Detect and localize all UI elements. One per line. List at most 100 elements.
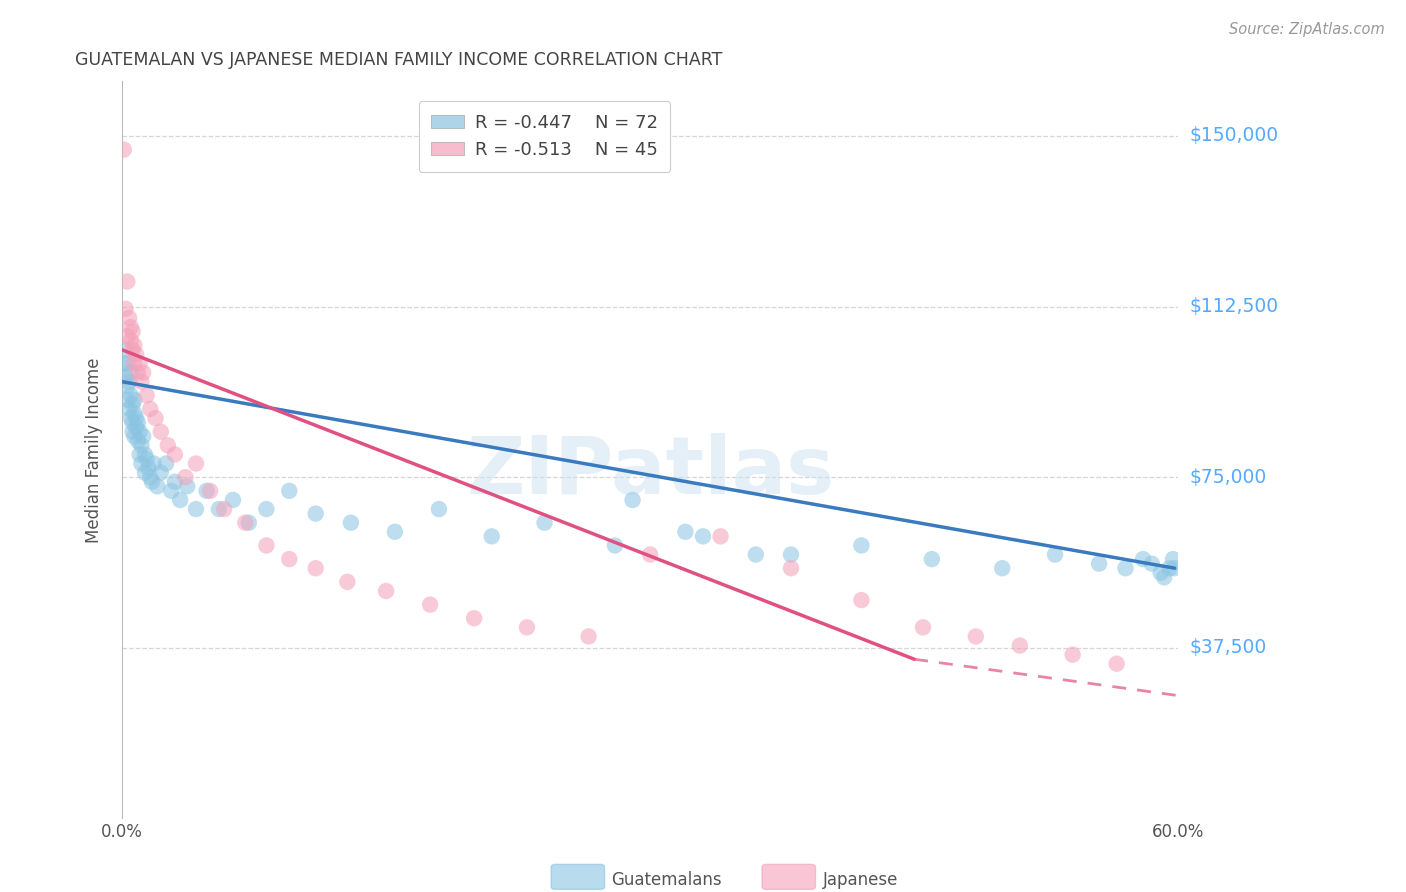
Point: [198, 483, 221, 498]
Point: [124, 407, 146, 421]
Point: [533, 516, 555, 530]
Point: [132, 429, 155, 443]
Point: [117, 356, 139, 370]
Point: [638, 548, 661, 562]
Point: [238, 516, 260, 530]
Point: [121, 343, 143, 357]
Point: [120, 320, 142, 334]
Point: [114, 370, 136, 384]
Point: [1150, 566, 1173, 580]
Point: [117, 275, 139, 289]
Point: [336, 574, 359, 589]
Point: [163, 447, 186, 461]
Point: [174, 470, 197, 484]
Point: [1114, 561, 1136, 575]
Point: [780, 561, 803, 575]
Point: [851, 593, 873, 607]
Legend: R = -0.447    N = 72, R = -0.513    N = 45: R = -0.447 N = 72, R = -0.513 N = 45: [419, 102, 671, 172]
Point: [141, 475, 163, 489]
Text: $37,500: $37,500: [1189, 639, 1267, 657]
Point: [1140, 557, 1163, 571]
Point: [419, 598, 441, 612]
Point: [621, 492, 644, 507]
Point: [121, 325, 143, 339]
Point: [692, 529, 714, 543]
Point: [516, 620, 538, 634]
Point: [118, 401, 141, 416]
Y-axis label: Median Family Income: Median Family Income: [86, 357, 103, 542]
Point: [145, 411, 167, 425]
Point: [139, 470, 162, 484]
Point: [278, 552, 301, 566]
Point: [851, 538, 873, 552]
Point: [121, 425, 143, 439]
Point: [117, 392, 139, 407]
Point: [127, 416, 149, 430]
Point: [1161, 552, 1184, 566]
Point: [131, 375, 153, 389]
Point: [212, 502, 235, 516]
Point: [160, 483, 183, 498]
Text: $75,000: $75,000: [1189, 467, 1267, 487]
Text: ZIPatlas: ZIPatlas: [465, 433, 834, 511]
Point: [1008, 639, 1031, 653]
Point: [991, 561, 1014, 575]
Point: [155, 457, 177, 471]
Point: [125, 411, 148, 425]
Point: [134, 466, 156, 480]
Point: [278, 483, 301, 498]
Point: [125, 420, 148, 434]
Point: [780, 548, 803, 562]
Point: [195, 483, 218, 498]
Point: [1159, 561, 1181, 575]
Point: [128, 356, 150, 370]
Point: [1153, 570, 1175, 584]
Point: [1043, 548, 1066, 562]
Point: [120, 334, 142, 348]
Point: [427, 502, 450, 516]
Point: [114, 343, 136, 357]
Text: Guatemalans: Guatemalans: [612, 871, 723, 889]
Point: [1132, 552, 1154, 566]
Text: Japanese: Japanese: [823, 871, 898, 889]
Point: [169, 492, 191, 507]
Point: [121, 397, 143, 411]
Point: [305, 507, 328, 521]
Point: [911, 620, 934, 634]
Point: [118, 310, 141, 325]
Point: [222, 492, 245, 507]
Point: [965, 630, 987, 644]
Point: [1164, 561, 1187, 575]
Point: [135, 388, 157, 402]
Point: [131, 457, 153, 471]
Point: [1062, 648, 1084, 662]
Point: [184, 502, 207, 516]
Point: [305, 561, 328, 575]
Point: [1105, 657, 1128, 671]
Point: [603, 538, 626, 552]
Point: [131, 438, 153, 452]
Point: [112, 356, 135, 370]
Point: [176, 479, 198, 493]
Point: [114, 301, 136, 316]
Text: GUATEMALAN VS JAPANESE MEDIAN FAMILY INCOME CORRELATION CHART: GUATEMALAN VS JAPANESE MEDIAN FAMILY INC…: [75, 51, 721, 69]
Point: [578, 630, 600, 644]
Point: [128, 425, 150, 439]
Point: [124, 429, 146, 443]
Point: [127, 366, 149, 380]
Point: [134, 447, 156, 461]
Point: [117, 379, 139, 393]
Point: [184, 457, 207, 471]
Point: [163, 475, 186, 489]
Point: [710, 529, 733, 543]
Point: [254, 502, 277, 516]
Point: [146, 479, 169, 493]
Point: [124, 392, 146, 407]
Point: [120, 411, 142, 425]
Point: [138, 461, 160, 475]
Point: [340, 516, 363, 530]
Point: [1088, 557, 1111, 571]
Point: [481, 529, 503, 543]
Point: [117, 329, 139, 343]
Point: [139, 401, 162, 416]
